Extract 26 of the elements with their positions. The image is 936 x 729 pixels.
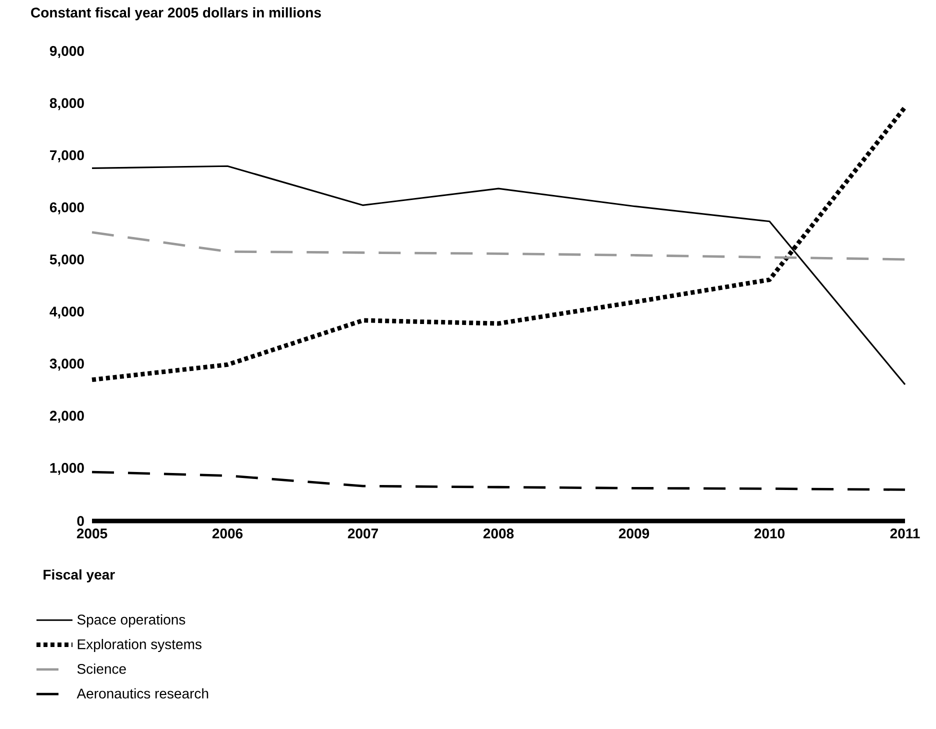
y-tick-label: 2,000 (50, 410, 84, 423)
x-axis-title: Fiscal year (44, 569, 115, 582)
x-tick-label: 2009 (618, 528, 650, 538)
y-tick-label: 7,000 (50, 150, 84, 162)
y-tick-label: 8,000 (50, 98, 84, 110)
legend-label: Science (77, 664, 126, 674)
line-series (90, 104, 908, 382)
y-tick-label: 1,000 (50, 462, 84, 475)
line-series (90, 231, 906, 261)
x-tick-label: 2011 (890, 528, 920, 538)
legend-label: Exploration systems (78, 638, 202, 652)
x-tick-label: 2005 (76, 528, 108, 538)
x-tick-label: 2008 (483, 528, 514, 538)
y-tick-label: 3,000 (50, 358, 84, 371)
x-tick-label: 2007 (348, 528, 378, 538)
y-tick-label: 6,000 (50, 202, 84, 214)
y-tick-label: 0 (77, 516, 84, 526)
y-tick-label: 9,000 (50, 46, 84, 58)
line-series (90, 470, 906, 491)
x-tick-label: 2006 (212, 528, 243, 538)
y-tick-label: 4,000 (50, 306, 84, 319)
y-axis-title: Constant fiscal year 2005 dollars in millions (31, 7, 321, 20)
legend-label: Space operations (77, 614, 186, 628)
x-tick-label: 2010 (754, 528, 784, 538)
y-tick-label: 5,000 (50, 254, 84, 266)
legend-label: Aeronautics research (76, 688, 208, 699)
